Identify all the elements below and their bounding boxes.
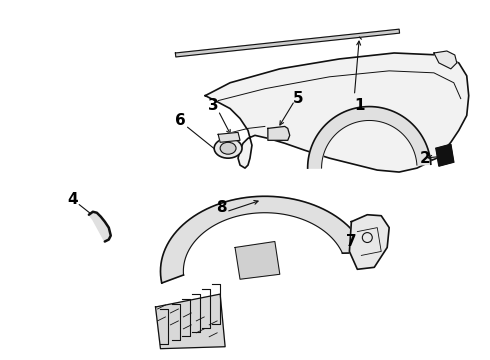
Text: 2: 2 <box>419 151 430 166</box>
Text: 4: 4 <box>68 192 78 207</box>
Polygon shape <box>349 215 389 269</box>
Polygon shape <box>155 294 225 349</box>
Polygon shape <box>205 53 469 172</box>
Text: 8: 8 <box>216 200 226 215</box>
Polygon shape <box>89 212 111 242</box>
Ellipse shape <box>214 138 242 158</box>
Text: 5: 5 <box>293 91 303 106</box>
Text: 1: 1 <box>354 98 365 113</box>
Polygon shape <box>161 196 366 283</box>
Polygon shape <box>436 144 454 166</box>
Polygon shape <box>175 29 399 57</box>
Polygon shape <box>434 51 457 69</box>
Polygon shape <box>268 126 290 140</box>
Polygon shape <box>218 132 240 142</box>
Ellipse shape <box>220 142 236 154</box>
Text: 6: 6 <box>175 113 186 128</box>
Polygon shape <box>235 242 280 279</box>
Polygon shape <box>308 107 431 168</box>
Text: 3: 3 <box>208 98 219 113</box>
Text: 7: 7 <box>346 234 357 249</box>
